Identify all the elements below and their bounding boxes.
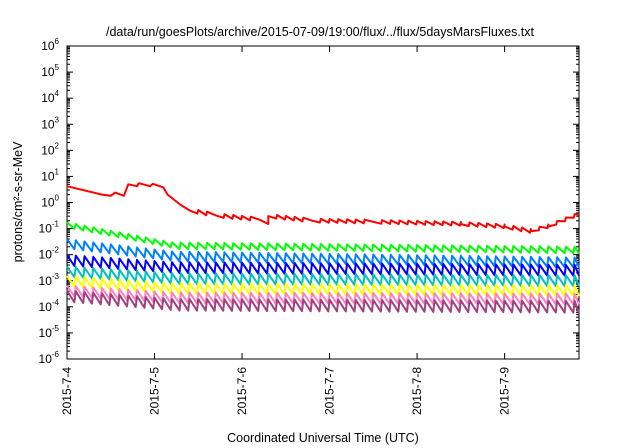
y-tick-label: 10-2 [39, 246, 60, 262]
y-tick-label: 100 [41, 194, 59, 210]
chart-title: /data/run/goesPlots/archive/2015-07-09/1… [106, 25, 535, 39]
y-tick-label: 105 [41, 63, 59, 79]
series-line-4 [66, 265, 580, 288]
y-tick-label: 10-5 [39, 324, 60, 340]
x-tick-label: 2015-7-7 [323, 367, 337, 415]
y-tick-label: 106 [41, 37, 59, 53]
series-line-1 [66, 221, 580, 255]
series-group [66, 182, 580, 314]
x-tick-label: 2015-7-5 [148, 367, 162, 415]
x-tick-label: 2015-7-4 [60, 367, 74, 415]
x-tick-label: 2015-7-9 [498, 367, 512, 415]
y-tick-label: 10-6 [39, 350, 60, 366]
series-line-2 [66, 238, 580, 269]
series-line-7 [66, 290, 580, 314]
y-axis: 106 105 104 103 102 101 100 10-1 10-2 10-3 10-4 10-… [39, 37, 579, 366]
series-line-5 [66, 275, 580, 297]
series-line-0 [66, 182, 580, 234]
x-tick-label: 2015-7-6 [235, 367, 249, 415]
series-line-6 [66, 285, 580, 306]
y-tick-label: 102 [41, 141, 59, 157]
x-axis-label: Coordinated Universal Time (UTC) [227, 431, 419, 445]
series-line-3 [66, 254, 580, 277]
y-tick-label: 10-1 [39, 220, 60, 236]
y-axis-label: protons/cm²-s-sr-MeV [11, 141, 25, 263]
y-tick-label: 103 [41, 115, 59, 131]
y-tick-label: 104 [41, 89, 59, 105]
x-axis: 2015-7-4 2015-7-5 2015-7-6 2015-7-7 2015-7-8… [60, 46, 512, 415]
y-tick-label: 10-4 [39, 298, 60, 314]
y-tick-label: 10-3 [39, 272, 60, 288]
y-tick-label: 101 [41, 167, 59, 183]
x-tick-label: 2015-7-8 [410, 367, 424, 415]
